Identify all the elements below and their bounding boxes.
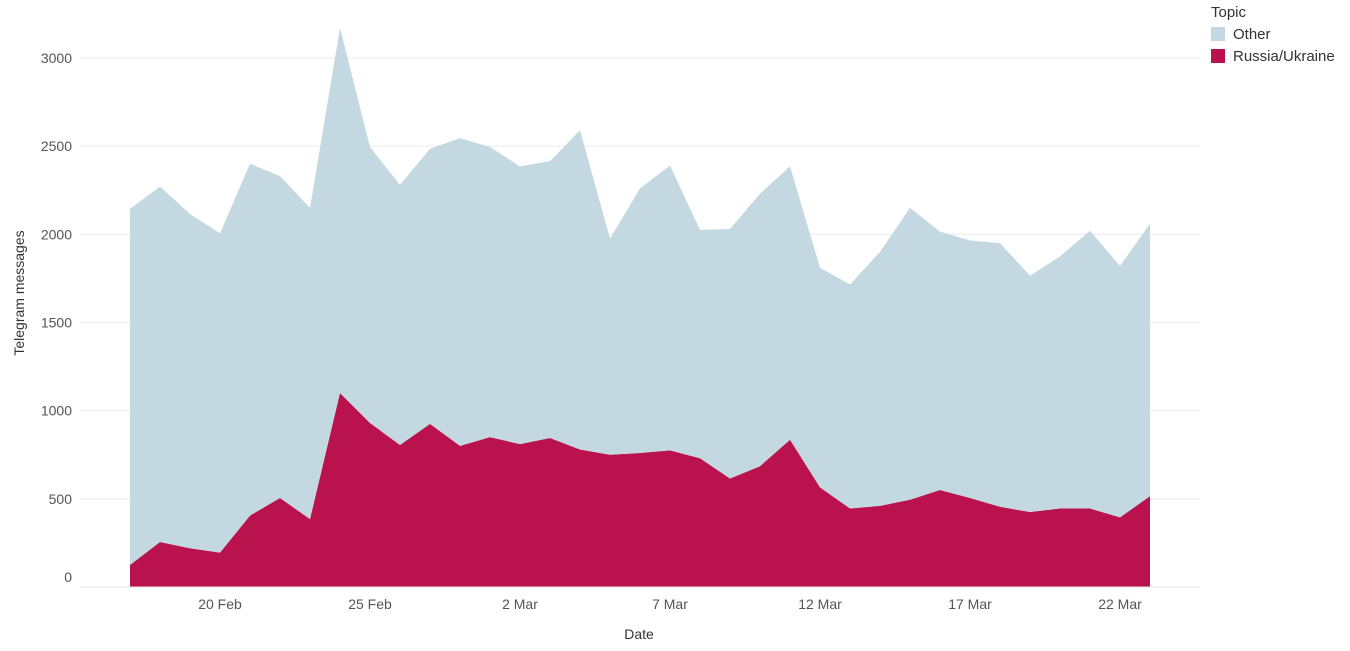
area-layer <box>130 27 1150 587</box>
x-tick-label: 2 Mar <box>502 596 538 612</box>
y-tick-label: 2500 <box>41 138 72 154</box>
x-tick-label: 7 Mar <box>652 596 688 612</box>
y-tick-label: 500 <box>49 491 73 507</box>
legend-swatch-russia-ukraine <box>1211 49 1225 63</box>
area-series-russia-ukraine[interactable] <box>130 393 1150 587</box>
x-tick-label: 25 Feb <box>348 596 392 612</box>
x-tick-label: 17 Mar <box>948 596 992 612</box>
y-tick-label: 0 <box>64 569 72 585</box>
x-tick-label: 22 Mar <box>1098 596 1142 612</box>
legend-swatch-other <box>1211 27 1225 41</box>
y-axis-title: Telegram messages <box>11 230 27 355</box>
axis-layer: 0 500 1000 1500 2000 2500 3000 20 Feb 25 Feb 2 Ma… <box>41 50 1200 612</box>
legend-label-russia-ukraine: Russia/Ukraine <box>1233 47 1335 65</box>
y-tick-label: 1000 <box>41 403 72 419</box>
x-tick-label: 12 Mar <box>798 596 842 612</box>
x-axis-title: Date <box>624 626 654 642</box>
legend: Topic Other Russia/Ukraine <box>1211 4 1335 67</box>
y-tick-label: 1500 <box>41 314 72 330</box>
y-tick-label: 2000 <box>41 226 72 242</box>
y-tick-label: 3000 <box>41 50 72 66</box>
legend-label-other: Other <box>1233 25 1271 43</box>
legend-title: Topic <box>1211 4 1247 21</box>
x-tick-label: 20 Feb <box>198 596 242 612</box>
area-series-other[interactable] <box>130 27 1150 565</box>
legend-item-other[interactable]: Other <box>1211 23 1335 45</box>
legend-item-russia-ukraine[interactable]: Russia/Ukraine <box>1211 45 1335 67</box>
